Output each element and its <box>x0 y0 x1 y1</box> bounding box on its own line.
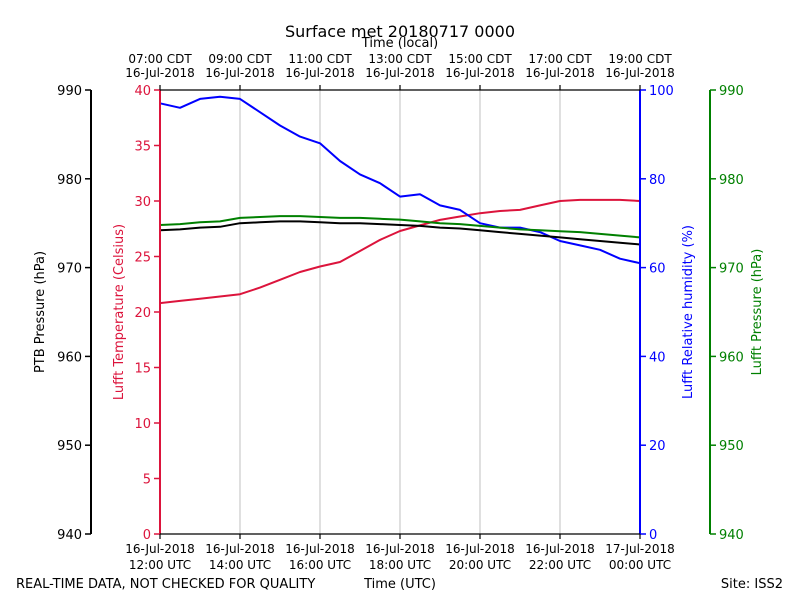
tick-label-rh: 20 <box>649 439 666 454</box>
x-tick-label-utc-time: 22:00 UTC <box>529 558 591 572</box>
axes-group: 940 950 960 970 980 990 PTB Pressure (hPa) 0 5 10… <box>33 52 765 572</box>
tick-label-rh: 80 <box>649 173 666 188</box>
x-tick-label-local-date: 16-Jul-2018 <box>605 66 675 80</box>
tick-label-lp: 970 <box>719 262 744 277</box>
x-tick-label-local-date: 16-Jul-2018 <box>285 66 355 80</box>
site-label: Site: ISS2 <box>721 577 783 592</box>
tick-label-ptb: 980 <box>57 173 82 188</box>
tick-label-lp: 980 <box>719 173 744 188</box>
tick-label-temp: 10 <box>134 417 151 432</box>
axis-label-rh: Lufft Relative humidity (%) <box>681 225 696 399</box>
x-tick-label-utc-date: 16-Jul-2018 <box>125 542 195 556</box>
x-tick-label-utc-time: 12:00 UTC <box>129 558 191 572</box>
x-tick-label-utc-time: 18:00 UTC <box>369 558 431 572</box>
tick-label-temp: 40 <box>134 84 151 99</box>
x-tick-label-utc-time: 20:00 UTC <box>449 558 511 572</box>
x-tick-label-local-time: 17:00 CDT <box>528 52 592 66</box>
tick-label-lp: 990 <box>719 84 744 99</box>
tick-label-ptb: 960 <box>57 350 82 365</box>
x-tick-label-utc-date: 16-Jul-2018 <box>365 542 435 556</box>
tick-label-temp: 25 <box>134 251 151 266</box>
x-tick-label-utc-date: 16-Jul-2018 <box>525 542 595 556</box>
axis-label-temp: Lufft Temperature (Celsius) <box>112 224 127 400</box>
tick-label-lp: 950 <box>719 439 744 454</box>
x-tick-label-utc-date: 16-Jul-2018 <box>205 542 275 556</box>
x-tick-label-utc-date: 16-Jul-2018 <box>445 542 515 556</box>
x-tick-label-local-time: 11:00 CDT <box>288 52 352 66</box>
tick-label-ptb: 990 <box>57 84 82 99</box>
x-tick-label-local-time: 15:00 CDT <box>448 52 512 66</box>
x-tick-label-utc-time: 14:00 UTC <box>209 558 271 572</box>
x-tick-label-local-time: 09:00 CDT <box>208 52 272 66</box>
series-line-ptb-pressure <box>159 220 641 246</box>
top-x-axis-label: Time (local) <box>361 36 438 51</box>
tick-label-ptb: 970 <box>57 262 82 277</box>
x-tick-label-local-date: 16-Jul-2018 <box>525 66 595 80</box>
series-line-lufft-relative-humidity <box>159 95 641 265</box>
chart-title: Surface met 20180717 0000 <box>285 22 515 41</box>
quality-note: REAL-TIME DATA, NOT CHECKED FOR QUALITY <box>16 577 315 592</box>
grid <box>239 90 561 534</box>
tick-label-temp: 15 <box>134 362 151 377</box>
tick-label-temp: 30 <box>134 195 151 210</box>
x-tick-label-utc-date: 17-Jul-2018 <box>605 542 675 556</box>
tick-label-rh: 60 <box>649 262 666 277</box>
series-line-lufft-pressure <box>159 215 641 239</box>
tick-label-rh: 40 <box>649 350 666 365</box>
tick-label-temp: 5 <box>143 473 151 488</box>
tick-label-lp: 960 <box>719 350 744 365</box>
x-tick-label-utc-date: 16-Jul-2018 <box>285 542 355 556</box>
x-tick-label-utc-time: 16:00 UTC <box>289 558 351 572</box>
series-line-lufft-temperature <box>159 198 641 305</box>
x-tick-label-local-date: 16-Jul-2018 <box>445 66 515 80</box>
tick-label-ptb: 940 <box>57 528 82 543</box>
tick-label-lp: 940 <box>719 528 744 543</box>
x-tick-label-local-time: 19:00 CDT <box>608 52 672 66</box>
tick-label-temp: 20 <box>134 306 151 321</box>
x-axis-label: Time (UTC) <box>363 577 436 592</box>
tick-label-temp: 35 <box>134 140 151 155</box>
x-tick-label-local-date: 16-Jul-2018 <box>365 66 435 80</box>
tick-label-temp: 0 <box>143 528 151 543</box>
axis-label-ptb: PTB Pressure (hPa) <box>33 251 48 373</box>
tick-label-rh: 100 <box>649 84 674 99</box>
tick-label-ptb: 950 <box>57 439 82 454</box>
x-tick-label-local-date: 16-Jul-2018 <box>205 66 275 80</box>
x-tick-label-utc-time: 00:00 UTC <box>609 558 671 572</box>
x-tick-label-local-time: 13:00 CDT <box>368 52 432 66</box>
x-tick-label-local-time: 07:00 CDT <box>128 52 192 66</box>
tick-label-rh: 0 <box>649 528 657 543</box>
axis-label-lp: Lufft Pressure (hPa) <box>750 249 765 376</box>
x-tick-label-local-date: 16-Jul-2018 <box>125 66 195 80</box>
series-group <box>159 95 641 305</box>
